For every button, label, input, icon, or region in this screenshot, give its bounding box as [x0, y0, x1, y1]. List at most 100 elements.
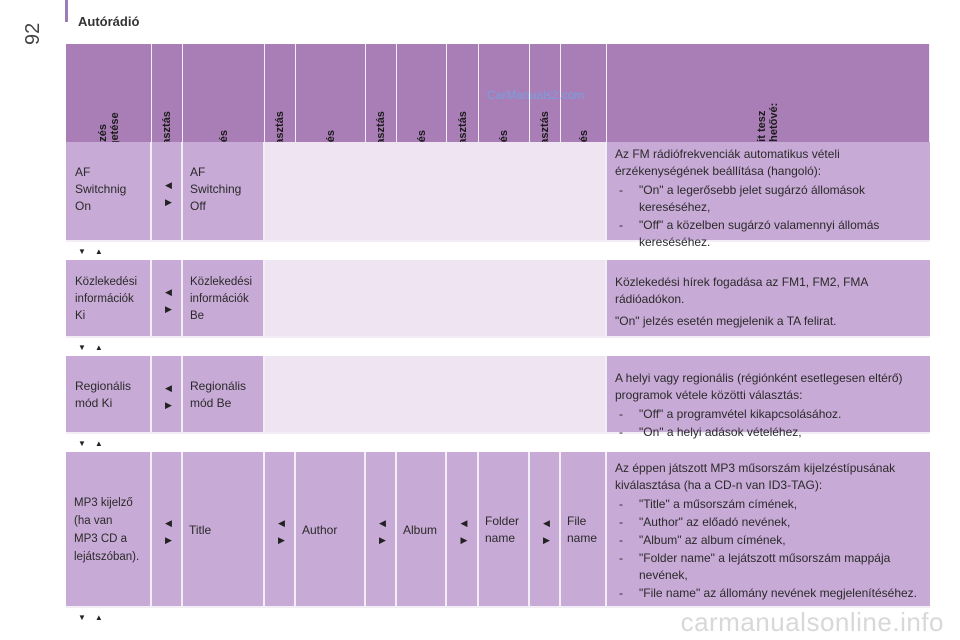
page-number: 92 — [22, 22, 44, 45]
empty-cell — [265, 260, 607, 338]
up-arrow-icon: ▲ — [94, 439, 103, 448]
option-value: Author — [302, 522, 338, 537]
column-header: Kiválasztás — [152, 44, 183, 171]
column-header: Kijelzés — [183, 44, 265, 171]
select-cell — [152, 260, 183, 338]
settings-table: Kijelzés görgetéseKiválasztásKijelzésKiv… — [66, 44, 930, 626]
description-list-item: "Title" a műsorszám címének, — [615, 496, 926, 513]
left-arrow-icon: ◀ — [165, 180, 172, 190]
display-cell — [183, 452, 265, 608]
left-right-arrows-icon: ◀ ▶ — [378, 518, 388, 545]
down-up-arrows-icon: ▼ ▲ — [78, 247, 103, 257]
description-list-item: "Off" a programvétel kikapcsolásához. — [615, 406, 924, 423]
select-cell — [265, 452, 296, 608]
left-arrow-icon: ◀ — [165, 383, 172, 393]
right-arrow-icon: ▶ — [165, 197, 172, 207]
description-text: Az éppen játszott MP3 műsorszám kijelzés… — [615, 461, 896, 492]
display-value: AF Switching Off — [190, 165, 242, 213]
description: A helyi vagy regionális (régiónként eset… — [615, 370, 924, 441]
up-arrow-icon: ▲ — [94, 247, 103, 256]
select-cell — [447, 452, 479, 608]
down-arrow-icon: ▼ — [78, 439, 86, 448]
column-header: Kijelzés — [397, 44, 447, 171]
left-right-arrows-icon: ◀ ▶ — [542, 518, 552, 545]
description: Közlekedési hírek fogadása az FM1, FM2, … — [615, 274, 924, 330]
empty-cell — [265, 142, 607, 242]
right-arrow-icon: ▶ — [278, 535, 285, 545]
column-header: Kijelzés — [479, 44, 530, 171]
left-right-arrows-icon: ◀ ▶ — [164, 287, 174, 314]
description-list: "Title" a műsorszám címének,"Author" az … — [615, 496, 926, 602]
column-header: Mit tesz lehetővé: — [607, 44, 930, 151]
description-text: Közlekedési hírek fogadása az FM1, FM2, … — [615, 275, 868, 306]
left-arrow-icon: ◀ — [165, 518, 172, 528]
left-right-arrows-icon: ◀ ▶ — [459, 518, 469, 545]
section-title: Autórádió — [78, 14, 140, 29]
left-arrow-icon: ◀ — [165, 287, 172, 297]
column-header: Kiválasztás — [366, 44, 397, 171]
display-cell — [397, 452, 447, 608]
display-cell — [183, 260, 265, 338]
display-cell — [561, 452, 607, 608]
select-cell — [152, 142, 183, 242]
column-header: Kiválasztás — [265, 44, 296, 171]
option-value: Title — [189, 522, 212, 537]
option-value: Folder name — [485, 514, 520, 545]
description-list-item: "Album" az album címének, — [615, 532, 926, 549]
display-cell — [296, 452, 366, 608]
right-arrow-icon: ▶ — [379, 535, 386, 545]
left-arrow-icon: ◀ — [278, 518, 285, 528]
down-arrow-icon: ▼ — [78, 343, 86, 352]
watermark-top: CarManuals2.com — [487, 88, 585, 102]
display-value: Közlekedési információk Ki — [75, 276, 138, 322]
empty-cell — [265, 356, 607, 434]
display-value: AF Switchnig On — [75, 165, 127, 213]
description-list-item: "Author" az előadó nevének, — [615, 514, 926, 531]
down-up-arrows-icon: ▼ ▲ — [78, 343, 103, 353]
left-arrow-icon: ◀ — [379, 518, 386, 528]
description-list-item: "Off" a közelben sugárzó valamennyi állo… — [615, 217, 924, 251]
left-right-arrows-icon: ◀ ▶ — [277, 518, 287, 545]
display-value: MP3 kijelző (ha van MP3 CD a lejátszóban… — [74, 497, 140, 563]
description-text: Az FM rádiófrekvenciák automatikus vétel… — [615, 147, 840, 178]
left-right-arrows-icon: ◀ ▶ — [164, 518, 174, 545]
left-arrow-icon: ◀ — [460, 518, 468, 528]
column-header: Kijelzés — [561, 44, 607, 171]
left-right-arrows-icon: ◀ ▶ — [164, 383, 174, 410]
right-arrow-icon: ▶ — [165, 400, 172, 410]
right-arrow-icon: ▶ — [165, 535, 172, 545]
down-arrow-icon: ▼ — [78, 247, 86, 256]
display-cell — [183, 356, 265, 434]
up-arrow-icon: ▲ — [94, 343, 103, 352]
display-cell — [66, 356, 152, 434]
column-header: Kijelzés görgetése — [66, 44, 152, 165]
left-arrow-icon: ◀ — [543, 518, 550, 528]
section-marker — [65, 0, 68, 22]
up-arrow-icon: ▲ — [94, 613, 103, 622]
down-arrow-icon: ▼ — [78, 613, 86, 622]
left-right-arrows-icon: ◀ ▶ — [164, 180, 174, 207]
description-list: "Off" a programvétel kikapcsolásához."On… — [615, 406, 924, 441]
description-text: A helyi vagy regionális (régiónként eset… — [615, 371, 903, 402]
column-header: Kiválasztás — [447, 44, 479, 171]
column-header: Kiválasztás — [530, 44, 561, 171]
display-cell — [479, 452, 530, 608]
description-cell — [607, 260, 930, 338]
description: Az FM rádiófrekvenciák automatikus vétel… — [615, 146, 924, 251]
right-arrow-icon: ▶ — [543, 535, 550, 545]
display-value: Regionális mód Be — [190, 379, 247, 410]
description-list-item: "On" a helyi adások vételéhez, — [615, 424, 924, 441]
display-cell — [66, 260, 152, 338]
column-header-label: Mit tesz lehetővé: — [756, 102, 780, 151]
display-value: Közlekedési információk Be — [190, 276, 253, 322]
description-list-item: "On" a legerősebb jelet sugárzó állomáso… — [615, 182, 924, 216]
display-cell — [66, 142, 152, 242]
select-cell — [366, 452, 397, 608]
description-list-item: "Folder name" a lejátszott műsorszám map… — [615, 550, 926, 584]
select-cell — [152, 452, 183, 608]
option-value: Album — [403, 522, 438, 537]
watermark-bottom: carmanualsonline.info — [680, 607, 944, 637]
select-cell — [530, 452, 561, 608]
description-text-2: "On" jelzés esetén megjelenik a TA felir… — [615, 314, 837, 328]
description-list: "On" a legerősebb jelet sugárzó állomáso… — [615, 182, 924, 251]
